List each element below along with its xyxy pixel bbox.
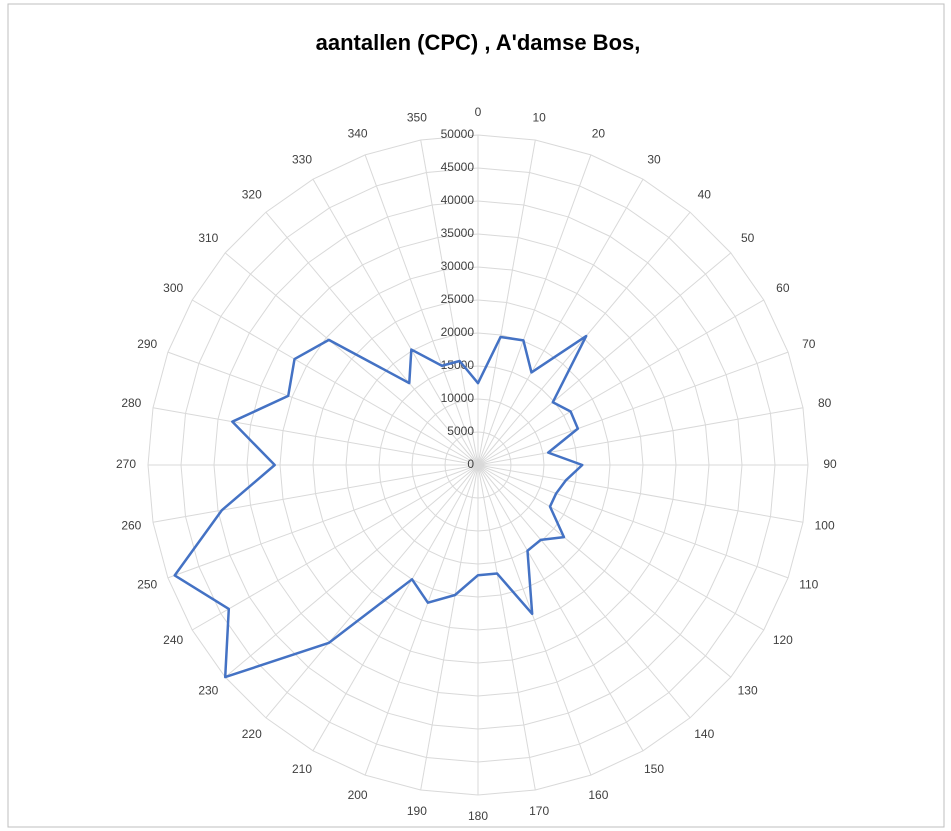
category-label: 210	[292, 762, 312, 776]
spoke	[477, 178, 644, 466]
spoke	[477, 464, 765, 631]
category-label: 60	[776, 281, 790, 295]
category-label: 220	[242, 727, 262, 741]
chart-title: aantallen (CPC) , A'damse Bos,	[316, 30, 641, 55]
spoke	[477, 464, 592, 776]
r-tick-label: 25000	[441, 292, 475, 306]
spoke	[477, 154, 592, 466]
spoke	[224, 464, 479, 678]
spoke	[364, 154, 479, 466]
category-label: 180	[468, 809, 488, 823]
category-label: 240	[163, 633, 183, 647]
spoke	[167, 351, 479, 466]
spoke	[265, 211, 479, 466]
spoke	[477, 252, 732, 466]
category-label: 0	[475, 105, 482, 119]
spoke	[312, 464, 479, 752]
category-label: 130	[738, 683, 758, 697]
category-label: 340	[348, 126, 368, 140]
r-tick-label: 40000	[441, 193, 475, 207]
category-label: 350	[407, 111, 427, 125]
r-tick-label: 0	[467, 457, 474, 471]
category-label: 120	[773, 633, 793, 647]
spoke	[152, 407, 479, 466]
category-label: 80	[818, 396, 832, 410]
category-label: 110	[799, 578, 818, 592]
category-label: 260	[121, 518, 141, 532]
r-tick-label: 50000	[441, 127, 475, 141]
spoke	[191, 299, 479, 466]
category-label: 70	[802, 337, 816, 351]
r-tick-label: 10000	[441, 391, 475, 405]
category-label: 280	[121, 396, 141, 410]
spoke	[477, 407, 804, 466]
chart-frame	[7, 3, 945, 828]
r-tick-label: 30000	[441, 259, 475, 273]
spoke	[167, 464, 479, 579]
spoke	[477, 139, 536, 466]
spoke	[420, 464, 479, 791]
spoke	[477, 464, 536, 791]
spoke	[224, 252, 479, 466]
category-label: 30	[647, 152, 661, 166]
r-tick-label: 5000	[447, 424, 474, 438]
series-line	[173, 334, 588, 679]
category-label: 320	[242, 188, 262, 202]
category-label: 160	[588, 788, 608, 802]
r-tick-label: 45000	[441, 160, 475, 174]
category-label: 140	[694, 727, 714, 741]
category-label: 310	[198, 231, 218, 245]
category-label: 200	[348, 788, 368, 802]
spoke	[477, 464, 804, 523]
category-label: 170	[529, 804, 549, 818]
category-label: 190	[407, 804, 427, 818]
spoke	[152, 464, 479, 523]
spoke	[477, 464, 691, 719]
category-label: 230	[198, 683, 218, 697]
category-label: 250	[137, 578, 157, 592]
category-label: 100	[815, 518, 835, 532]
spoke	[265, 464, 479, 719]
spoke	[420, 139, 479, 466]
spoke	[364, 464, 479, 776]
category-label: 50	[741, 231, 755, 245]
category-label: 270	[116, 457, 136, 471]
category-label: 20	[592, 126, 606, 140]
spoke	[477, 464, 789, 579]
spoke	[312, 178, 479, 466]
spoke	[191, 464, 479, 631]
category-label: 40	[698, 188, 712, 202]
spoke	[477, 464, 644, 752]
category-label: 300	[163, 281, 183, 295]
category-label: 90	[823, 457, 837, 471]
r-tick-label: 20000	[441, 325, 475, 339]
spoke	[477, 299, 765, 466]
category-label: 150	[644, 762, 664, 776]
category-label: 290	[137, 337, 157, 351]
category-label: 330	[292, 152, 312, 166]
category-label: 10	[532, 111, 546, 125]
spoke	[477, 351, 789, 466]
spoke	[477, 464, 732, 678]
r-tick-label: 35000	[441, 226, 475, 240]
